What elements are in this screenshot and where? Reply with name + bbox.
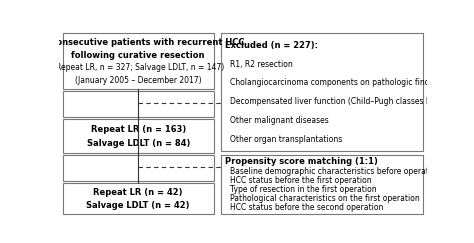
Text: HCC status before the first operation: HCC status before the first operation [230,176,372,185]
Text: Other malignant diseases: Other malignant diseases [230,116,329,125]
Text: Salvage LDLT (n = 42): Salvage LDLT (n = 42) [86,201,190,210]
Text: (Repeat LR, n = 327; Salvage LDLT, n = 147): (Repeat LR, n = 327; Salvage LDLT, n = 1… [53,63,224,72]
FancyBboxPatch shape [63,91,213,117]
Text: Repeat LR (n = 42): Repeat LR (n = 42) [93,188,183,197]
Text: Cholangiocarcinoma components on pathologic findings: Cholangiocarcinoma components on patholo… [230,78,446,87]
FancyBboxPatch shape [221,155,423,214]
Text: following curative resection: following curative resection [72,51,205,60]
FancyBboxPatch shape [63,33,213,89]
Text: Other organ transplantations: Other organ transplantations [230,135,342,144]
FancyBboxPatch shape [63,182,213,214]
Text: Pathological characteristics on the first operation: Pathological characteristics on the firs… [230,194,420,203]
FancyBboxPatch shape [221,33,423,151]
Text: (January 2005 – December 2017): (January 2005 – December 2017) [75,76,201,85]
Text: Propensity score matching (1:1): Propensity score matching (1:1) [225,157,377,166]
Text: Decompensated liver function (Child–Pugh classes B and C): Decompensated liver function (Child–Pugh… [230,97,458,106]
Text: Baseline demographic characteristics before operation: Baseline demographic characteristics bef… [230,167,441,176]
Text: Repeat LR (n = 163): Repeat LR (n = 163) [91,124,186,134]
Text: Salvage LDLT (n = 84): Salvage LDLT (n = 84) [87,139,190,148]
Text: R1, R2 resection: R1, R2 resection [230,60,293,69]
Text: 474 consecutive patients with recurrent HCC: 474 consecutive patients with recurrent … [31,38,245,47]
FancyBboxPatch shape [63,155,213,181]
Text: Excluded (n = 227):: Excluded (n = 227): [225,41,318,50]
FancyBboxPatch shape [63,119,213,153]
Text: Type of resection in the first operation: Type of resection in the first operation [230,185,377,194]
Text: HCC status before the second operation: HCC status before the second operation [230,203,383,212]
